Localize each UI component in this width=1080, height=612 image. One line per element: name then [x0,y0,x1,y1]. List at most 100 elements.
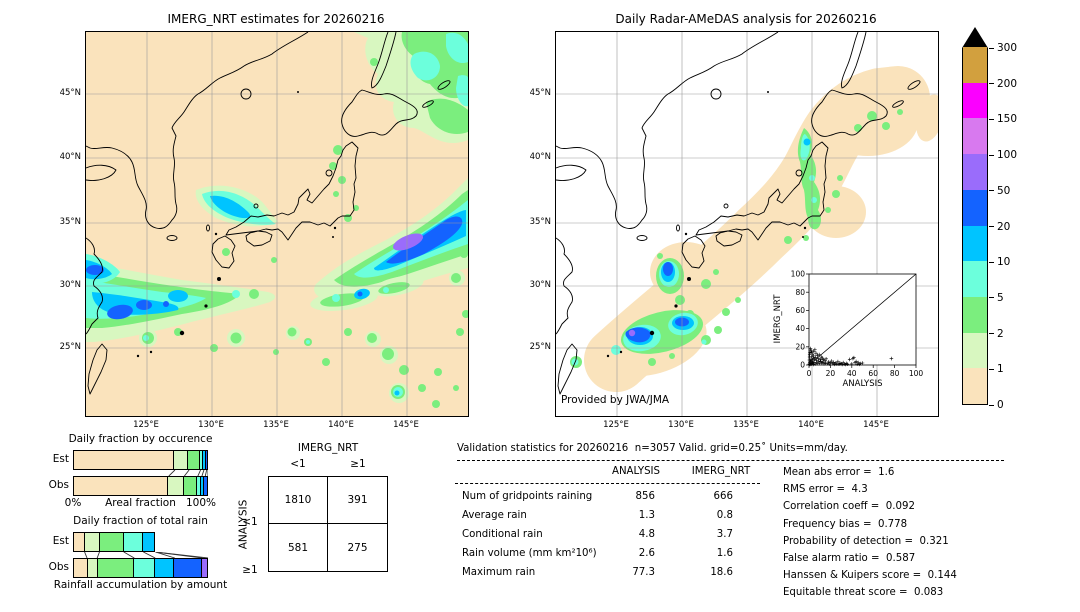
lat-tick-label: 45°N [529,88,551,98]
left-map-grid [86,32,468,416]
bar-segment [174,451,189,469]
score-line: Correlation coeff = 0.092 [783,501,915,513]
totalrain-fraction-chart: Daily fraction of total rain Est Obs Rai… [49,515,228,597]
occurrence-fraction-chart: Daily fraction by occurence Est Obs 0% A… [49,433,216,515]
bar-segment [197,477,201,495]
contingency-grid: 1810 391 581 275 [268,476,388,572]
provider-credit: Provided by JWA/JMA [561,394,670,406]
occurrence-est-label: Est [52,453,69,465]
svg-text:40: 40 [795,324,805,333]
bar-segment [183,477,197,495]
stat-imerg-value: 0.8 [716,510,733,521]
stats-title: Validation statistics for 20260216 n=305… [457,443,848,454]
bar-segment [87,559,98,577]
contingency-col-header-lt1: <1 [290,458,306,470]
totalrain-obs-bar [73,558,208,578]
bar-segment [174,559,202,577]
stats-col-imerg: IMERG_NRT [691,466,751,477]
occurrence-x-min: 0% [64,497,82,509]
stats-col-analysis: ANALYSIS [611,466,661,477]
lat-tick-label: 40°N [529,152,551,162]
colorbar-tick [989,261,994,263]
bar-segment [142,533,155,551]
lat-tick-label: 40°N [59,152,81,162]
bar-segment [205,451,207,469]
svg-text:100: 100 [791,270,806,279]
inset-x-label: ANALYSIS [842,379,882,387]
right-map-coastlines [556,32,921,395]
colorbar-tick [989,368,994,370]
scatter-inset-svg: 0 20 40 60 80 100 0 20 40 60 80 100 ANALYSIS IMERG_NR… [773,270,924,387]
stat-label: Average rain [462,510,527,521]
stat-label: Num of gridpoints raining [462,491,593,502]
lon-tick-label: 140°E [328,420,354,430]
stat-imerg-value: 3.7 [716,529,733,540]
colorbar-segment [963,261,987,297]
colorbar-segment [963,118,987,155]
colorbar-segment [963,47,987,83]
bar-segment [202,451,206,469]
stats-row-average: Average rain 1.3 0.8 [462,510,762,521]
scatter-points [807,346,894,367]
stats-row-volume: Rain volume (mm km²10⁶) 2.6 1.6 [462,548,762,559]
score-line: Equitable threat score = 0.083 [783,587,944,599]
svg-text:20: 20 [826,369,836,378]
colorbar-tick-label: 50 [997,184,1011,197]
svg-text:60: 60 [868,369,878,378]
colorbar-scale [962,47,988,405]
stat-imerg-value: 18.6 [710,567,733,578]
score-line: Mean abs error = 1.6 [783,467,895,478]
occurrence-x-max: 100% [185,497,217,509]
occurrence-est-bar [73,450,208,470]
colorbar-tick [989,297,994,299]
stats-divider-top [457,460,1004,461]
svg-text:40: 40 [847,369,857,378]
totalrain-chart-title: Daily fraction of total rain [73,515,208,527]
bar-segment [74,451,175,469]
colorbar-segment [963,225,987,262]
bar-segment [204,477,207,495]
colorbar-segment [963,332,987,369]
colorbar-tick [989,47,994,49]
imerg-map-panel [85,31,469,417]
stat-analysis-value: 2.6 [638,548,655,559]
totalrain-x-label: Rainfall accumulation by amount [53,579,228,591]
colorbar-tick-label: 20 [997,220,1011,233]
svg-text:80: 80 [890,369,900,378]
score-line: Frequency bias = 0.778 [783,518,908,530]
colorbar-tick [989,154,994,156]
contingency-row-header-ge1: ≥1 [242,564,258,576]
bar-segment [200,477,205,495]
svg-text:0: 0 [807,369,812,378]
occurrence-obs-bar [73,476,208,496]
lat-tick-label: 25°N [59,342,81,352]
lon-tick-label: 125°E [133,420,159,430]
totalrain-obs-label: Obs [48,561,69,573]
contingency-cell-hits: 275 [347,541,368,554]
occurrence-connectors [168,470,208,476]
svg-text:100: 100 [909,369,924,378]
colorbar-tick [989,83,994,85]
colorbar-tick-label: 150 [997,113,1018,126]
colorbar-tick-label: 2 [997,327,1004,340]
lon-tick-label: 130°E [198,420,224,430]
bar-segment [199,451,203,469]
colorbar-tick-label: 300 [997,42,1018,54]
colorbar-tick [989,404,994,406]
bar-segment [123,533,143,551]
bar-segment [97,559,135,577]
lat-tick-label: 30°N [59,280,81,290]
stat-imerg-value: 1.6 [716,548,733,559]
contingency-cell-false: 391 [328,477,387,524]
skill-scores: Mean abs error = 1.6 RMS error = 4.3 Corre… [783,464,1078,602]
colorbar-tick-label: 10 [997,256,1011,269]
score-line: False alarm ratio = 0.587 [783,553,916,565]
bar-segment [74,533,86,551]
bar-segment [74,559,88,577]
right-map-title: Daily Radar-AMeDAS analysis for 20260216 [615,12,877,26]
stat-label: Rain volume (mm km²10⁶) [462,548,597,559]
contingency-col-title: IMERG_NRT [297,442,359,454]
stat-label: Maximum rain [462,567,536,578]
colorbar-tick-label: 0 [997,399,1004,411]
